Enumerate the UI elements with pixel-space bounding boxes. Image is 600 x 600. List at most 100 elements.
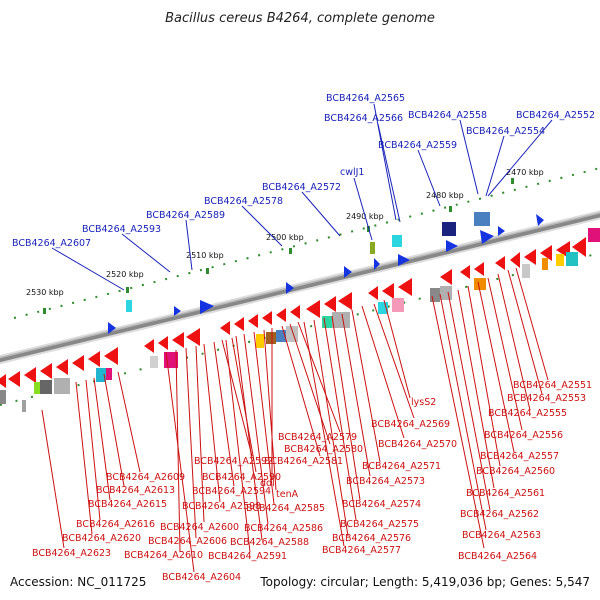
gene-label: BCB4264_A2558 bbox=[408, 110, 487, 121]
gene-arrow bbox=[338, 292, 352, 310]
gene-label: BCB4264_A2575 bbox=[340, 519, 419, 530]
gene-label: ddl bbox=[260, 478, 275, 489]
ruler-tick bbox=[126, 287, 129, 293]
ruler-tick bbox=[511, 178, 514, 184]
gene-label: BCB4264_A2551 bbox=[513, 380, 592, 391]
gene-label: BCB4264_A2577 bbox=[322, 545, 401, 556]
feature-box bbox=[276, 330, 286, 342]
gene-label: BCB4264_A2620 bbox=[62, 533, 141, 544]
gene-label: BCB4264_A2565 bbox=[326, 93, 405, 104]
feature-box bbox=[430, 288, 440, 302]
top-leader-lines bbox=[51, 103, 553, 291]
gene-arrow bbox=[56, 359, 68, 375]
feature-box bbox=[378, 302, 388, 314]
gene-arrow bbox=[234, 317, 244, 331]
gene-label: BCB4264_A2589 bbox=[146, 210, 225, 221]
gene-label: BCB4264_A2615 bbox=[88, 499, 167, 510]
ruler-dots bbox=[13, 167, 600, 319]
gene-arrow bbox=[88, 351, 100, 367]
gene-arrow bbox=[480, 230, 494, 244]
gene-arrow bbox=[172, 332, 184, 348]
feature-box bbox=[588, 228, 600, 242]
gene-arrow bbox=[540, 245, 552, 261]
ruler-tick bbox=[206, 268, 209, 274]
feature-box bbox=[54, 378, 70, 394]
bottom-labels: BCB4264_A2551 BCB4264_A2553 BCB4264_A255… bbox=[32, 380, 592, 583]
ruler-label: 2500 kbp bbox=[266, 233, 304, 242]
gene-label: BCB4264_A2561 bbox=[466, 488, 545, 499]
gene-label: BCB4264_A2591 bbox=[208, 551, 287, 562]
gene-arrow bbox=[186, 328, 200, 346]
gene-arrow bbox=[286, 282, 294, 294]
feature-box bbox=[34, 382, 40, 394]
gene-arrow bbox=[398, 254, 410, 266]
gene-arrow bbox=[306, 300, 320, 318]
gene-label: BCB4264_A2559 bbox=[378, 140, 457, 151]
ruler-label: 2520 kbp bbox=[106, 270, 144, 279]
ruler-label: 2530 kbp bbox=[26, 288, 64, 297]
gene-label: BCB4264_A2562 bbox=[460, 509, 539, 520]
gene-arrow bbox=[8, 371, 20, 387]
gene-label: BCB4264_A2580 bbox=[284, 444, 363, 455]
top-labels: BCB4264_A2565 BCB4264_A2566 BCB4264_A255… bbox=[12, 93, 595, 249]
feature-box bbox=[0, 390, 6, 404]
gene-label: BCB4264_A2594 bbox=[192, 486, 271, 497]
gene-arrow bbox=[495, 256, 505, 270]
gene-arrow bbox=[324, 296, 336, 312]
gene-arrow bbox=[382, 283, 394, 299]
gene-arrow bbox=[440, 269, 452, 285]
bottom-leader-lines bbox=[41, 267, 549, 573]
gene-label: BCB4264_A2570 bbox=[378, 439, 457, 450]
gene-arrow bbox=[248, 314, 258, 328]
gene-arrow bbox=[40, 363, 52, 379]
feature-box bbox=[556, 254, 564, 266]
accession-label: Accession: NC_011725 bbox=[10, 575, 146, 589]
gene-label: BCB4264_A2623 bbox=[32, 548, 111, 559]
gene-label: BCB4264_A2553 bbox=[507, 393, 586, 404]
gene-label: BCB4264_A2574 bbox=[342, 499, 421, 510]
gene-arrow bbox=[158, 336, 168, 350]
map-title: Bacillus cereus B4264, complete genome bbox=[165, 11, 435, 26]
gene-arrow bbox=[262, 311, 272, 325]
genome-summary: Topology: circular; Length: 5,419,036 bp… bbox=[259, 575, 590, 589]
gene-label: BCB4264_A2576 bbox=[332, 533, 411, 544]
feature-box bbox=[440, 286, 452, 300]
feature-box bbox=[40, 380, 52, 394]
gene-label: BCB4264_A2610 bbox=[124, 550, 203, 561]
feature-box bbox=[392, 235, 402, 247]
gene-arrow bbox=[474, 262, 484, 276]
gene-label: BCB4264_A2607 bbox=[12, 238, 91, 249]
ruler-tick bbox=[43, 308, 46, 314]
gene-arrow bbox=[536, 214, 544, 226]
feature-box bbox=[150, 356, 158, 368]
gene-label: BCB4264_A2554 bbox=[466, 126, 545, 137]
gene-label: BCB4264_A2590 bbox=[202, 472, 281, 483]
gene-label: BCB4264_A2609 bbox=[106, 472, 185, 483]
gene-label: BCB4264_A2564 bbox=[458, 551, 537, 562]
feature-box bbox=[126, 300, 132, 312]
gene-arrow bbox=[460, 265, 470, 279]
gene-label: BCB4264_A2560 bbox=[476, 466, 555, 477]
feature-box bbox=[442, 222, 456, 236]
feature-box bbox=[256, 334, 264, 348]
gene-label: BCB4264_A2557 bbox=[480, 451, 559, 462]
gene-label: BCB4264_A2556 bbox=[484, 430, 563, 441]
feature-box bbox=[96, 368, 106, 382]
gene-label: BCB4264_A2555 bbox=[488, 408, 567, 419]
gene-arrow bbox=[290, 305, 300, 319]
gene-label: cwlJ1 bbox=[340, 167, 364, 178]
ruler-tick bbox=[289, 248, 292, 254]
gene-label: BCB4264_A2566 bbox=[324, 113, 403, 124]
gene-label: tenA bbox=[276, 489, 299, 500]
gene-arrow bbox=[498, 226, 505, 236]
gene-label: BCB4264_A2604 bbox=[162, 572, 241, 583]
feature-box bbox=[266, 332, 276, 344]
gene-label: BCB4264_A2600 bbox=[160, 522, 239, 533]
feature-box bbox=[106, 368, 112, 380]
gene-label: BCB4264_A2585 bbox=[246, 503, 325, 514]
feature-box bbox=[566, 252, 578, 266]
gene-label: BCB4264_A2588 bbox=[230, 537, 309, 548]
genome-backbone bbox=[0, 210, 600, 365]
